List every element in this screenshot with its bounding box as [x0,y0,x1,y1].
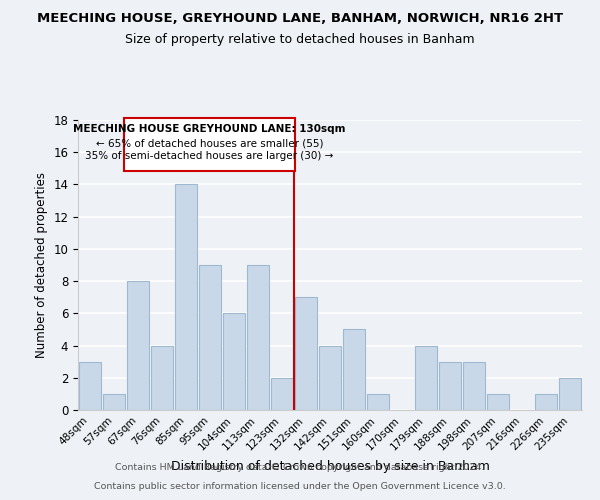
Bar [103,394,125,410]
Bar [247,265,269,410]
Bar [127,281,149,410]
Bar [319,346,341,410]
Text: Size of property relative to detached houses in Banham: Size of property relative to detached ho… [125,32,475,46]
Bar [415,346,437,410]
Bar [151,346,173,410]
Bar [367,394,389,410]
X-axis label: Distribution of detached houses by size in Banham: Distribution of detached houses by size … [170,460,490,473]
Bar [175,184,197,410]
Bar [487,394,509,410]
Y-axis label: Number of detached properties: Number of detached properties [35,172,48,358]
Text: ← 65% of detached houses are smaller (55): ← 65% of detached houses are smaller (55… [95,138,323,148]
Text: Contains public sector information licensed under the Open Government Licence v3: Contains public sector information licen… [94,482,506,491]
Bar [271,378,293,410]
FancyBboxPatch shape [124,118,295,171]
Bar [223,314,245,410]
Bar [463,362,485,410]
Bar [199,265,221,410]
Bar [295,297,317,410]
Bar [79,362,101,410]
Bar [343,330,365,410]
Bar [559,378,581,410]
Text: Contains HM Land Registry data © Crown copyright and database right 2024.: Contains HM Land Registry data © Crown c… [115,464,485,472]
Bar [535,394,557,410]
Text: MEECHING HOUSE, GREYHOUND LANE, BANHAM, NORWICH, NR16 2HT: MEECHING HOUSE, GREYHOUND LANE, BANHAM, … [37,12,563,26]
Text: 35% of semi-detached houses are larger (30) →: 35% of semi-detached houses are larger (… [85,152,334,162]
Text: MEECHING HOUSE GREYHOUND LANE: 130sqm: MEECHING HOUSE GREYHOUND LANE: 130sqm [73,124,346,134]
Bar [439,362,461,410]
